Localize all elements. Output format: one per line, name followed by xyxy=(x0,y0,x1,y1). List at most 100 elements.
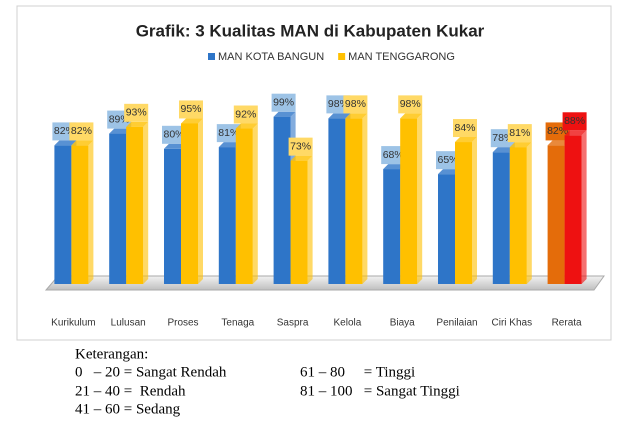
note-line: 41 – 60 = Sedang xyxy=(75,401,181,417)
bar-top xyxy=(290,155,313,161)
note-line: 0 – 20 = Sangat Rendah xyxy=(75,364,227,380)
bar xyxy=(273,116,291,284)
bar xyxy=(126,126,144,284)
legend-label: MAN KOTA BANGUN xyxy=(218,51,324,63)
data-label: 81% xyxy=(218,127,239,139)
chart-title: Grafik: 3 Kualitas MAN di Kabupaten Kuka… xyxy=(136,21,485,40)
x-tick-label: Proses xyxy=(167,318,198,329)
x-tick-label: Biaya xyxy=(390,318,415,329)
data-label-box xyxy=(216,124,241,143)
bar-top xyxy=(383,164,406,170)
bar-top xyxy=(273,111,296,117)
bar-top xyxy=(547,140,570,146)
bar-top xyxy=(181,118,203,124)
data-label-box xyxy=(271,93,296,112)
data-label: 95% xyxy=(180,103,201,115)
x-tick-label: Ciri Khas xyxy=(492,318,533,329)
data-label-box xyxy=(162,125,186,144)
data-label-box xyxy=(179,100,203,119)
bar xyxy=(290,160,308,284)
bar xyxy=(54,145,72,284)
bar-top xyxy=(71,140,94,146)
data-label-box xyxy=(288,137,313,156)
bar-side xyxy=(472,137,477,284)
bar xyxy=(547,145,565,284)
bar-side xyxy=(362,113,368,284)
data-label: 88% xyxy=(564,115,585,127)
bar xyxy=(509,147,527,284)
bar-top xyxy=(455,137,477,143)
bar-side xyxy=(198,118,203,284)
bar-side xyxy=(307,155,313,284)
note-line: 21 – 40 = Rendah xyxy=(75,383,186,399)
bar xyxy=(400,118,418,284)
data-label-box xyxy=(343,95,368,114)
bar xyxy=(492,152,510,284)
bar-top xyxy=(564,130,587,136)
data-label: 65% xyxy=(437,154,458,166)
bar-top xyxy=(345,113,368,119)
bar-top xyxy=(164,143,186,149)
bar xyxy=(455,142,472,284)
bar xyxy=(235,128,253,284)
bar-side xyxy=(417,113,423,284)
x-tick-label: Saspra xyxy=(277,318,309,329)
data-label-box xyxy=(507,124,532,143)
bar xyxy=(181,123,198,284)
data-label: 93% xyxy=(126,107,147,119)
bar xyxy=(71,145,89,284)
data-label: 98% xyxy=(345,98,366,110)
bar-top xyxy=(509,142,532,148)
note-line: 61 – 80 = Tinggi xyxy=(300,364,415,380)
bar-top xyxy=(492,147,515,153)
legend-swatch xyxy=(208,53,215,60)
data-label-box xyxy=(233,105,258,124)
bar-top xyxy=(126,121,149,127)
x-tick-label: Tenaga xyxy=(221,318,254,329)
bar-side xyxy=(252,123,258,285)
x-tick-label: Kurikulum xyxy=(51,318,95,329)
data-label: 92% xyxy=(235,108,256,120)
bar xyxy=(564,135,582,284)
data-label: 68% xyxy=(383,149,404,161)
data-label: 81% xyxy=(509,127,530,139)
data-label: 84% xyxy=(454,122,475,134)
x-tick-label: Lulusan xyxy=(111,318,146,329)
bar xyxy=(345,118,363,284)
data-label: 82% xyxy=(71,125,92,137)
bar-side xyxy=(581,130,587,284)
bar-top xyxy=(235,123,258,129)
bar-side xyxy=(143,121,149,284)
bar-side xyxy=(526,142,532,284)
bar xyxy=(438,174,455,284)
bar xyxy=(383,169,401,284)
data-label-box xyxy=(398,95,423,114)
data-label-box xyxy=(562,112,587,131)
data-label: 99% xyxy=(273,96,294,108)
legend-swatch xyxy=(338,53,346,60)
bar-top xyxy=(328,113,351,119)
bar-top xyxy=(400,113,423,119)
bar xyxy=(328,118,346,284)
x-tick-label: Kelola xyxy=(333,318,361,329)
x-tick-label: Rerata xyxy=(552,318,582,329)
bar-top xyxy=(438,169,460,175)
bar xyxy=(218,147,236,284)
data-label-box xyxy=(124,103,149,122)
data-label-box xyxy=(453,119,477,138)
bar-top xyxy=(218,142,241,148)
bar-top xyxy=(54,140,77,146)
x-tick-label: Penilaian xyxy=(436,318,477,329)
data-label-box xyxy=(69,122,94,141)
bar xyxy=(109,133,127,284)
data-label-box xyxy=(381,146,406,165)
data-label-box xyxy=(436,151,460,170)
bar-side xyxy=(88,140,94,284)
note-line: 81 – 100 = Sangat Tinggi xyxy=(300,383,460,399)
bar-top xyxy=(109,128,132,134)
data-label: 80% xyxy=(163,129,184,141)
legend-label: MAN TENGGARONG xyxy=(348,51,455,63)
data-label: 98% xyxy=(400,98,421,110)
bar xyxy=(164,148,181,284)
